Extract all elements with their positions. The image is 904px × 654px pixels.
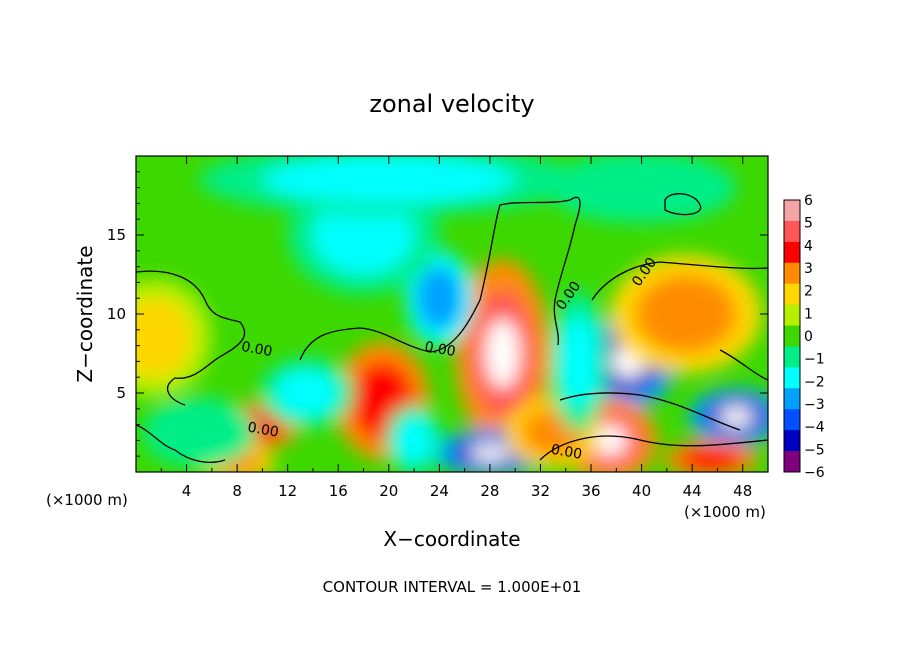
contour-label: 0.00 xyxy=(246,420,279,441)
y-tick-label: 15 xyxy=(107,226,126,244)
colorbar-label: 0 xyxy=(804,329,813,345)
field-core xyxy=(136,298,193,378)
x-tick-label: 36 xyxy=(581,482,600,500)
x-tick-label: 48 xyxy=(733,482,752,500)
field-core xyxy=(416,266,463,330)
colorbar-label: 6 xyxy=(804,193,813,209)
colorbar-swatch xyxy=(784,451,800,473)
field-core xyxy=(312,195,415,275)
y-axis-label: Z−coordinate xyxy=(73,245,97,382)
colorbar-swatch xyxy=(784,283,800,306)
zero-contour-line xyxy=(539,435,768,461)
field-core xyxy=(161,408,238,457)
y-axis-ticks: 5 10 15 xyxy=(107,171,768,457)
field-core xyxy=(679,446,743,472)
colorbar-swatch xyxy=(784,220,800,243)
x-tick-label: 8 xyxy=(232,482,242,500)
zero-contour-line xyxy=(591,261,768,301)
plot-area: 0.000.000.000.000.000.00 xyxy=(136,156,768,472)
zero-contour-line xyxy=(136,270,246,406)
field-core xyxy=(262,156,516,204)
field-core xyxy=(559,314,598,409)
colorbar-label: 3 xyxy=(804,261,813,277)
chart-title: zonal velocity xyxy=(369,90,534,118)
y-tick-label: 5 xyxy=(116,384,126,402)
colorbar-swatch xyxy=(784,304,800,327)
field-core xyxy=(635,274,737,354)
colorbar-label: 5 xyxy=(804,216,813,232)
zero-contour-line xyxy=(664,193,702,216)
colorbar-swatch xyxy=(784,409,800,431)
x-tick-label: 4 xyxy=(182,482,192,500)
zero-contour-line xyxy=(719,349,768,381)
colorbar-swatch xyxy=(784,430,800,452)
x-tick-label: 40 xyxy=(632,482,651,500)
contour-label: 0.00 xyxy=(423,339,456,360)
velocity-field xyxy=(136,156,768,472)
colorbar: 6 5 4 3 2 1 0 −1 −2 −3 −4 −5 −6 xyxy=(783,193,825,481)
contour-label: 0.00 xyxy=(550,442,583,463)
colorbar-label: −3 xyxy=(804,397,825,413)
field-peak xyxy=(592,424,628,457)
colorbar-swatch xyxy=(784,241,800,264)
contour-interval-note: CONTOUR INTERVAL = 1.000E+01 xyxy=(323,578,582,596)
colorbar-label: 4 xyxy=(804,238,813,254)
colorbar-label: −4 xyxy=(804,420,825,436)
colorbar-swatch xyxy=(784,367,800,389)
x-axis-ticks: 4 8 12 16 20 24 28 32 36 40 44 48 xyxy=(160,156,752,500)
x-unit-right: (×1000 m) xyxy=(684,503,766,521)
colorbar-label: −5 xyxy=(804,442,825,458)
field-core xyxy=(395,416,434,465)
x-axis-label: X−coordinate xyxy=(383,527,520,551)
x-tick-label: 24 xyxy=(430,482,449,500)
colorbar-swatch xyxy=(784,388,800,410)
field-core xyxy=(578,163,705,212)
zero-contour-line xyxy=(559,392,741,431)
x-tick-label: 32 xyxy=(531,482,550,500)
x-tick-label: 16 xyxy=(329,482,348,500)
x-tick-label: 28 xyxy=(480,482,499,500)
colorbar-label: 1 xyxy=(804,306,813,322)
field-core xyxy=(275,369,339,417)
zero-contour-line xyxy=(136,424,226,463)
x-tick-label: 44 xyxy=(683,482,702,500)
colorbar-label: −6 xyxy=(804,465,825,481)
colorbar-frame xyxy=(783,199,801,473)
zero-contours xyxy=(136,193,768,463)
field-peak xyxy=(485,318,520,389)
colorbar-swatch xyxy=(784,346,800,368)
colorbar-label: −1 xyxy=(804,352,825,368)
x-unit-left: (×1000 m) xyxy=(46,491,128,509)
colorbar-swatch xyxy=(784,200,800,222)
x-tick-label: 20 xyxy=(379,482,398,500)
y-tick-label: 10 xyxy=(107,305,126,323)
field-peak xyxy=(469,444,511,462)
colorbar-label: −2 xyxy=(804,374,825,390)
x-tick-label: 12 xyxy=(278,482,297,500)
field-peak xyxy=(719,406,754,428)
contour-label: 0.00 xyxy=(240,339,273,360)
colorbar-label: 2 xyxy=(804,284,813,300)
colorbar-swatch xyxy=(784,325,800,347)
colorbar-swatch xyxy=(784,262,800,285)
zero-contour-line xyxy=(299,196,581,361)
